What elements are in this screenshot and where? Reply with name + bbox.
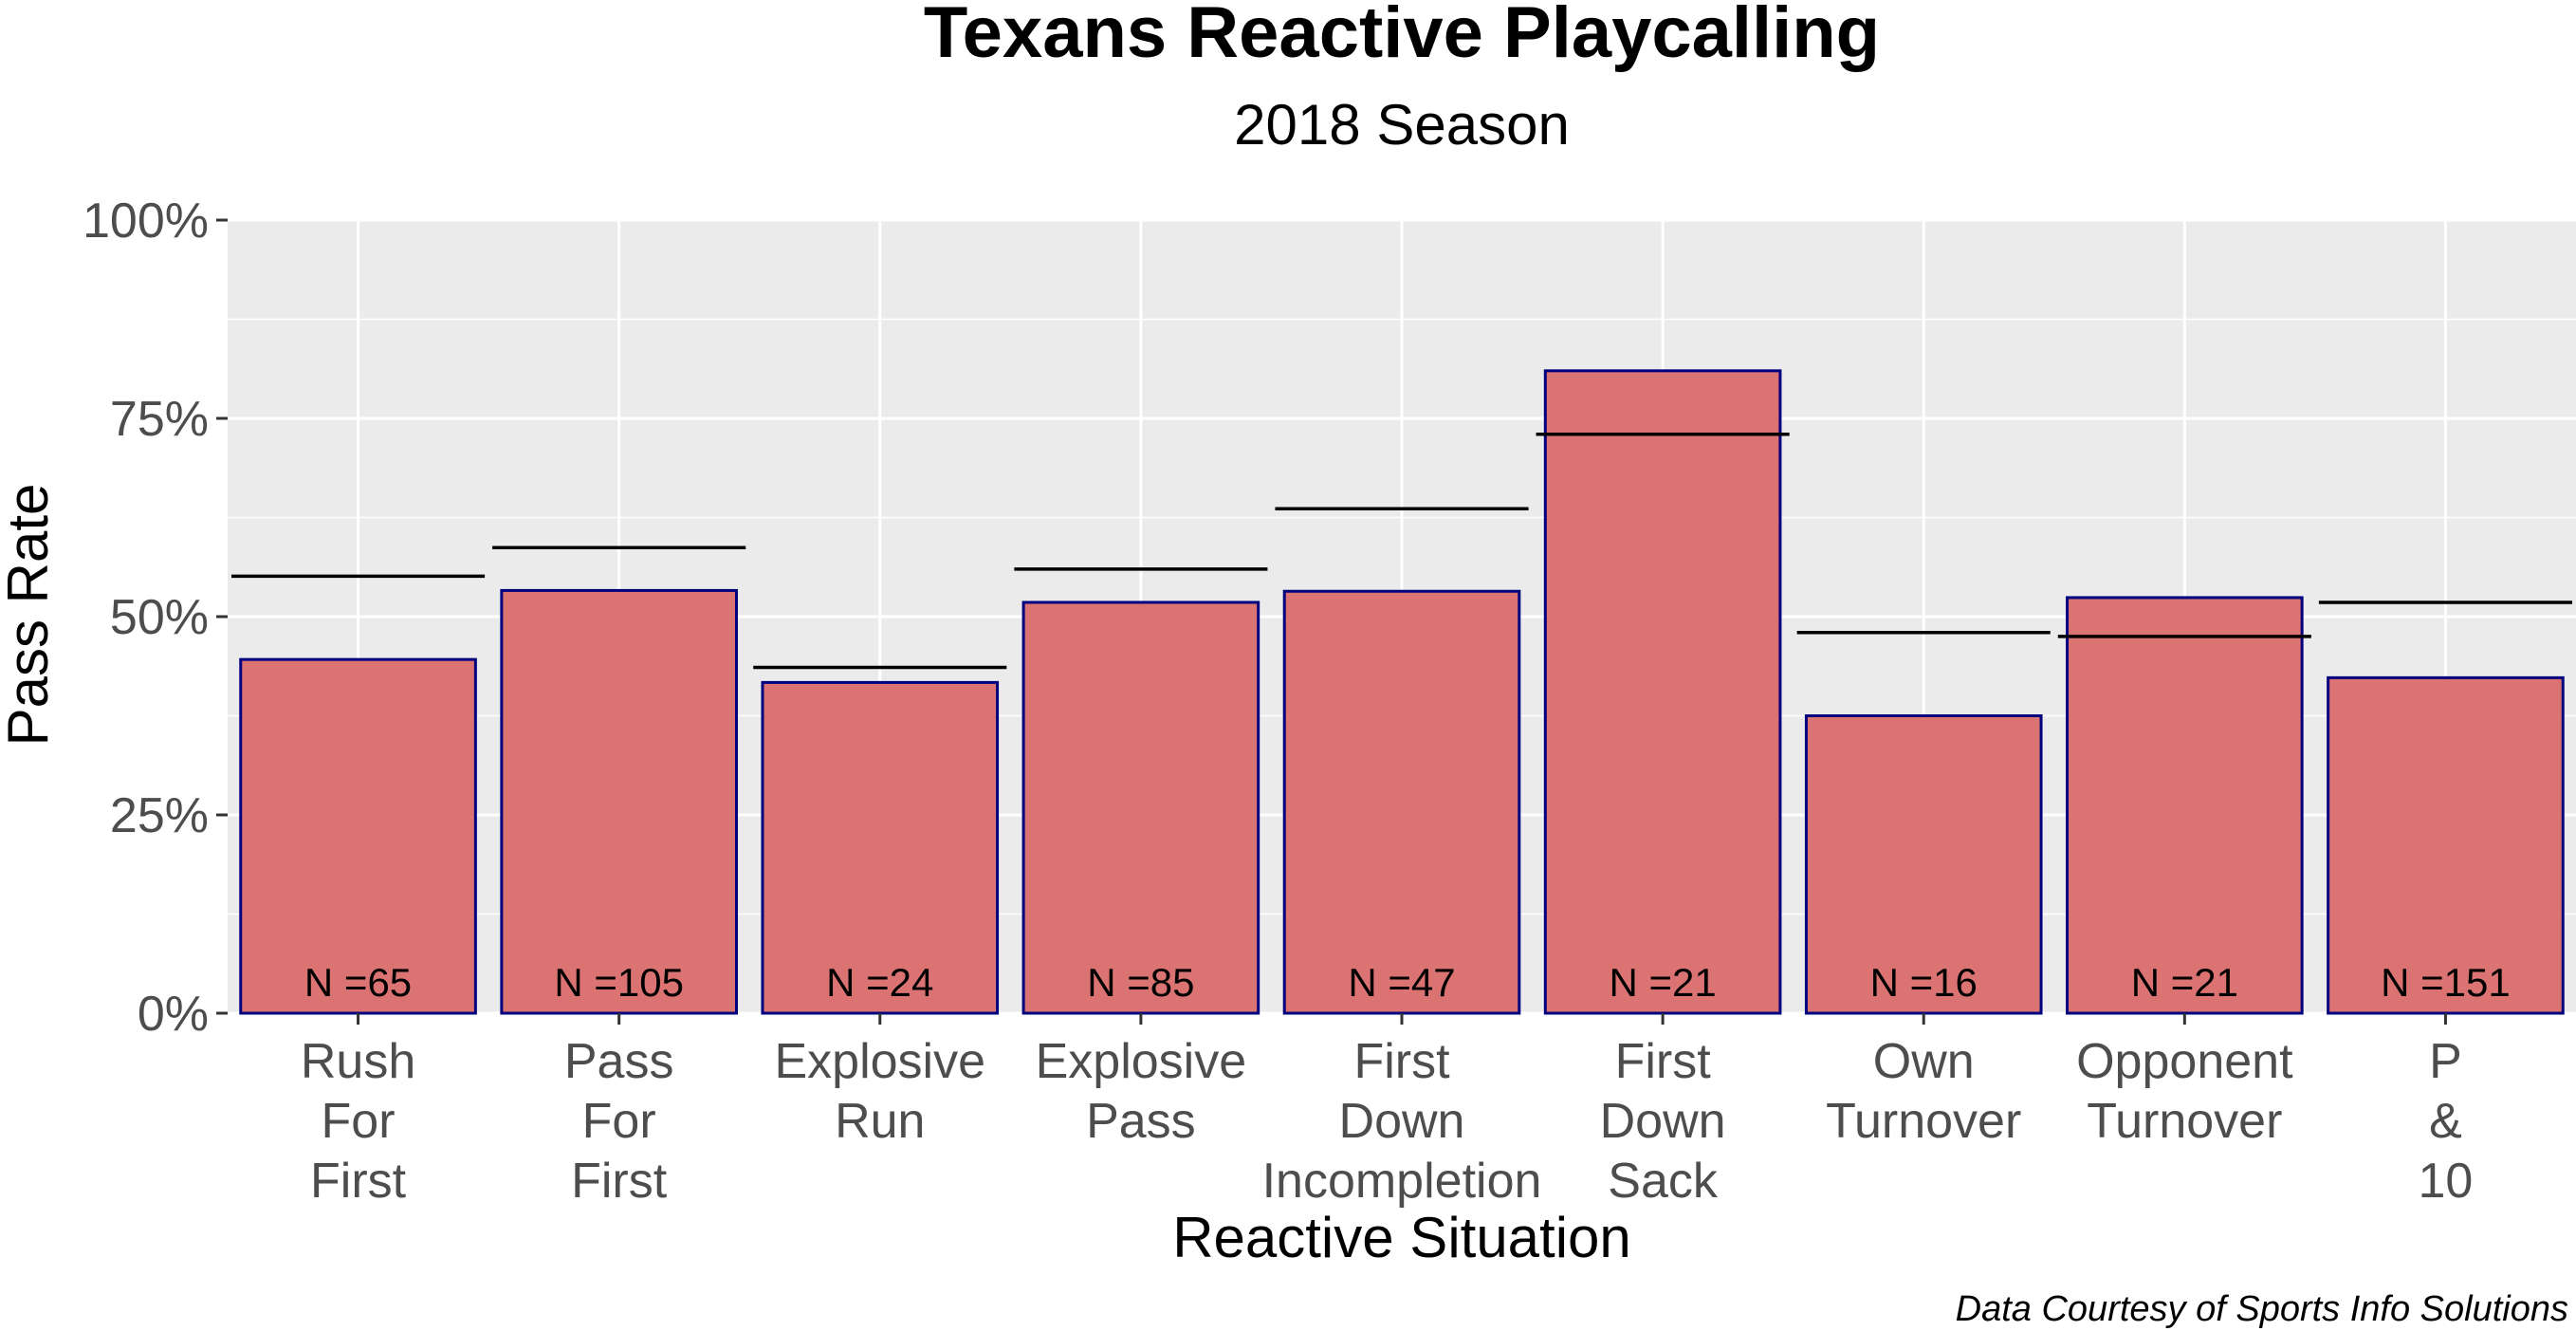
- x-tick-label: Own Turnover: [1826, 1034, 2021, 1149]
- x-tick-label: Opponent Turnover: [2076, 1034, 2293, 1149]
- n-label: N =21: [1609, 960, 1716, 1005]
- bar: [500, 588, 738, 1015]
- n-label: N =85: [1087, 960, 1194, 1005]
- x-tick-label: Rush For First: [301, 1034, 415, 1209]
- x-tick-label: First Down Incompletion: [1262, 1034, 1542, 1209]
- x-axis-title: Reactive Situation: [1172, 1206, 1631, 1269]
- y-axis: 0% 25% 50% 75% 100%: [83, 194, 228, 1042]
- y-tick-label: 25%: [110, 788, 209, 843]
- x-tick-label: Explosive Pass: [1036, 1034, 1247, 1149]
- x-tick-label: Pass For First: [564, 1034, 674, 1209]
- n-label: N =47: [1348, 960, 1455, 1005]
- n-label: N =65: [304, 960, 412, 1005]
- x-tick-label: First Down Sack: [1600, 1034, 1726, 1209]
- chart-caption: Data Courtesy of Sports Info Solutions: [1956, 1289, 2568, 1329]
- bars: [239, 369, 2565, 1015]
- n-label: N =16: [1870, 960, 1978, 1005]
- y-axis-title: Pass Rate: [0, 484, 60, 747]
- n-label: N =105: [554, 960, 684, 1005]
- x-tick-label: Explosive Run: [774, 1034, 985, 1149]
- x-tick-label: P & 10: [2419, 1034, 2474, 1209]
- bar: [1021, 601, 1260, 1015]
- bar: [1804, 714, 2043, 1015]
- bar: [1543, 369, 1782, 1015]
- y-tick-label: 75%: [110, 392, 209, 447]
- y-tick-label: 100%: [83, 194, 209, 249]
- n-label: N =24: [826, 960, 933, 1005]
- y-tick-label: 50%: [110, 590, 209, 645]
- baseline-lines: [231, 432, 2572, 670]
- bar: [1282, 589, 1521, 1015]
- bar: [2066, 596, 2304, 1015]
- y-tick-label: 0%: [138, 987, 209, 1042]
- x-axis: Rush For First Pass For First Explosive Run Expl…: [301, 1013, 2474, 1209]
- bar: [2327, 675, 2565, 1015]
- n-label: N =151: [2381, 960, 2511, 1005]
- chart-title: Texans Reactive Playcalling: [924, 0, 1880, 73]
- n-label: N =21: [2131, 960, 2238, 1005]
- n-labels: N =65 N =105 N =24 N =85 N =47 N =21 N =16 N =2…: [304, 960, 2511, 1005]
- chart-subtitle: 2018 Season: [1234, 93, 1570, 157]
